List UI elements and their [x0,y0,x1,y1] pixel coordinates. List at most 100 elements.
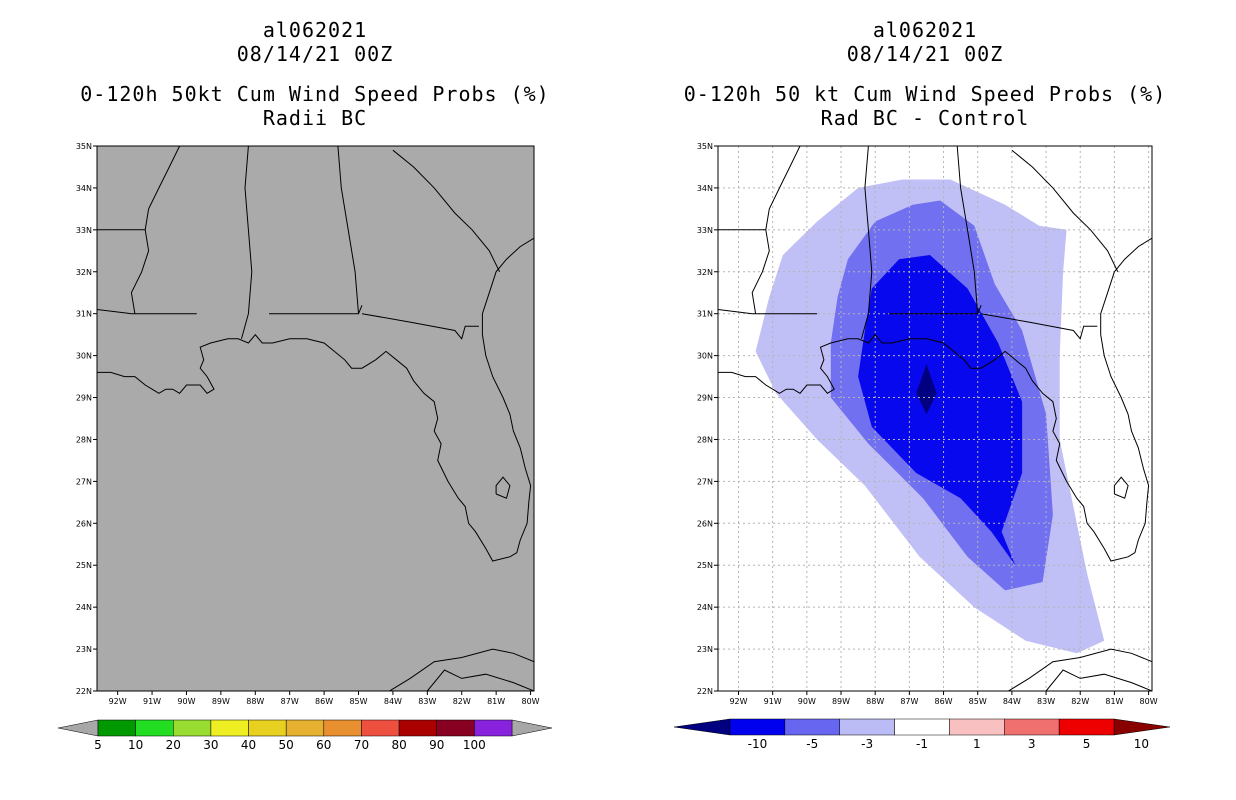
left-colorbar-swatch-2 [173,719,212,737]
right-ytick-label-32N: 32N [697,268,713,277]
left-coastline-0 [97,237,534,562]
right-colorbar-label--10: -10 [748,737,768,751]
left-colorbar-swatch-6 [323,719,362,737]
right-ytick-label-34N: 34N [697,184,713,193]
left-ytick-label-31N: 31N [76,310,92,319]
right-ytick-label-30N: 30N [697,352,713,361]
left-coastline-8 [392,149,501,273]
right-colorbar-label--1: -1 [916,737,928,751]
right-ytick-label-33N: 33N [697,226,713,235]
left-ytick-label-33N: 33N [76,226,92,235]
right-xtick-label-83W: 83W [1037,697,1055,706]
left-xtick-label-90W: 90W [177,697,195,706]
left-xtick-label-88W: 88W [246,697,264,706]
left-xtick-label-89W: 89W [212,697,230,706]
left-ytick-label-35N: 35N [76,142,92,151]
left-colorbar-low-triangle [57,719,99,737]
right-colorbar-label-5: 5 [1083,737,1091,751]
right-colorbar: -10 -5 -3 -1 1 3 5 10 [673,718,1171,751]
right-colorbar-swatch-1 [729,718,786,736]
right-coastline-4 [956,146,979,314]
left-xtick-label-91W: 91W [143,697,161,706]
right-title-product: 0-120h 50 kt Cum Wind Speed Probs (%) [683,82,1167,106]
right-contour-group [755,179,1105,654]
left-xtick-label-80W: 80W [522,697,540,706]
right-xtick-label-92W: 92W [729,697,747,706]
right-colorbar-swatch-7 [1058,718,1115,736]
right-colorbar-swatch-2 [784,718,840,736]
right-coastline-1 [718,309,818,315]
right-ytick-label-24N: 24N [697,603,713,612]
right-ytick-label-22N: 22N [697,687,713,696]
right-xtick-label-84W: 84W [1003,697,1021,706]
left-colorbar-swatch-7 [361,719,400,737]
left-colorbar-swatch-1 [135,719,174,737]
right-coastline-8 [1011,149,1119,273]
left-coastlines [97,146,534,691]
left-ytick-label-30N: 30N [76,352,92,361]
left-title-datetime: 08/14/21 00Z [236,42,394,66]
left-xtick-label-86W: 86W [315,697,333,706]
right-colorbar-label--3: -3 [861,737,873,751]
left-colorbar-swatch-8 [398,719,437,737]
right-ytick-label-23N: 23N [697,645,713,654]
left-coastline-3 [269,305,363,315]
right-contour-level-minus-5 [858,255,1023,566]
left-ytick-label-25N: 25N [76,561,92,570]
right-xtick-label-82W: 82W [1071,697,1089,706]
left-coastline-9 [495,476,511,499]
right-xtick-label-88W: 88W [866,697,884,706]
right-colorbar-label-1: 1 [973,737,981,751]
right-xtick-label-89W: 89W [832,697,850,706]
right-coastline-3 [888,305,982,315]
right-colorbar-swatch-5 [949,718,1005,736]
left-ytick-label-32N: 32N [76,268,92,277]
left-colorbar-swatch-3 [210,719,249,737]
left-colorbar-label-30: 30 [203,738,218,752]
left-xtick-label-87W: 87W [281,697,299,706]
left-ytick-label-22N: 22N [76,687,92,696]
right-ytick-label-29N: 29N [697,394,713,403]
left-map-panel: 92W 91W 90W 89W 88W 87W 86W 85W 84W 83W 82W 81W 80W 2… [76,142,540,706]
right-colorbar-label--5: -5 [806,737,818,751]
right-title-subtitle: Rad BC - Control [820,106,1030,130]
left-colorbar: 5 10 20 30 40 50 60 70 80 90 100 [57,719,553,752]
right-coastline-10 [1007,648,1152,691]
left-coastline-1 [97,309,197,315]
left-colorbar-swatch-5 [285,719,325,737]
right-colorbar-swatch-4 [894,718,950,736]
right-xtick-label-87W: 87W [900,697,918,706]
left-map-background [97,146,534,691]
left-colorbar-label-5: 5 [94,738,102,752]
left-colorbar-swatch-0 [97,719,136,737]
right-xtick-label-80W: 80W [1140,697,1158,706]
left-coastline-10 [388,648,534,691]
right-colorbar-label-10: 10 [1134,737,1149,751]
left-ytick-label-23N: 23N [76,645,92,654]
left-ytick-label-27N: 27N [76,477,92,486]
left-colorbar-label-100: 100 [463,738,486,752]
right-colorbar-swatch-3 [839,718,895,736]
left-xtick-label-83W: 83W [418,697,436,706]
left-ytick-label-28N: 28N [76,435,92,444]
left-colorbar-label-70: 70 [354,738,369,752]
left-ytick-label-29N: 29N [76,394,92,403]
left-ytick-label-26N: 26N [76,519,92,528]
left-title-storm-id: al062021 [262,18,368,42]
left-xtick-label-82W: 82W [453,697,471,706]
right-xtick-label-86W: 86W [934,697,952,706]
right-coastlines [718,146,1152,691]
right-xtick-label-91W: 91W [764,697,782,706]
right-xtick-label-85W: 85W [969,697,987,706]
right-contour-level-minus-10 [916,364,937,415]
left-xtick-label-85W: 85W [349,697,367,706]
right-ytick-label-31N: 31N [697,310,713,319]
left-coastline-5 [361,313,479,340]
right-coastline-0 [718,237,1152,562]
left-title-subtitle: Radii BC [262,106,368,130]
right-coastline-11 [1045,669,1152,691]
right-colorbar-swatch-6 [1004,718,1060,736]
right-xtick-label-90W: 90W [798,697,816,706]
right-map-frame [717,145,1153,692]
left-xtick-label-81W: 81W [487,697,505,706]
